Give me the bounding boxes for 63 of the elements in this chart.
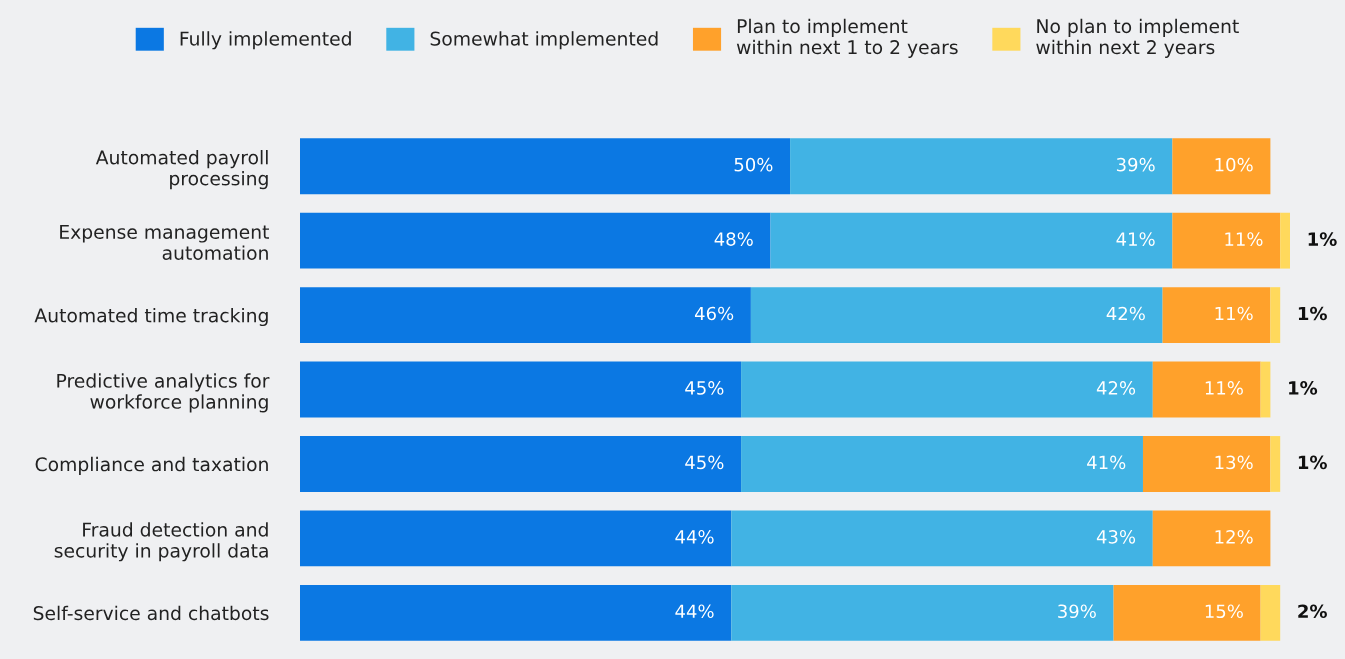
data-label: 42% (1096, 381, 1136, 395)
bar (1172, 138, 1271, 195)
bar (1162, 287, 1271, 344)
bar (770, 212, 1173, 269)
bar (300, 287, 751, 344)
bar (741, 361, 1153, 418)
data-label: 39% (1058, 604, 1096, 619)
data-label: 42% (1106, 306, 1145, 321)
bar (1260, 361, 1271, 418)
data-label: 41% (1087, 455, 1126, 470)
y-tick-label: Self-service and chatbots (33, 605, 269, 621)
bar (1152, 510, 1271, 567)
bar (300, 584, 732, 641)
y-tick-label: Automated time tracking (34, 307, 268, 327)
bar (300, 138, 791, 195)
y-tick-label: Compliance and taxation (35, 456, 268, 475)
data-label: 11% (1205, 381, 1243, 395)
data-label: 41% (1116, 232, 1155, 246)
data-label: 2% (1298, 604, 1327, 619)
data-label: 1% (1289, 381, 1318, 395)
bar (1152, 361, 1261, 418)
data-label: 11% (1215, 306, 1253, 321)
data-label: 46% (694, 306, 734, 321)
bar (750, 287, 1163, 344)
bar (731, 584, 1114, 641)
data-label: 1% (1308, 232, 1337, 246)
legend-label: Somewhat implemented (430, 31, 658, 50)
legend-label: Fully implemented (180, 31, 351, 50)
bar (300, 361, 742, 418)
data-label: 11% (1225, 232, 1263, 246)
bar (1280, 212, 1290, 269)
data-label: 44% (675, 604, 714, 619)
data-label: 50% (734, 157, 773, 172)
bar (1270, 287, 1281, 344)
data-label: 10% (1215, 157, 1253, 172)
bar (1270, 436, 1281, 492)
data-label: 1% (1298, 455, 1327, 470)
data-label: 12% (1215, 529, 1253, 544)
bar (790, 138, 1173, 195)
bar (1260, 584, 1281, 641)
bar (1113, 584, 1261, 641)
data-label: 1% (1298, 306, 1327, 321)
data-label: 45% (685, 381, 724, 395)
bar (741, 436, 1143, 492)
bar (1142, 436, 1271, 492)
data-label: 39% (1116, 157, 1155, 172)
y-tick-label: Predictive analytics for workforce planning (57, 373, 270, 413)
data-label: 48% (714, 232, 753, 246)
data-label: 13% (1215, 455, 1253, 470)
bar (1172, 212, 1281, 269)
data-label: 44% (675, 529, 714, 544)
y-tick-label: Automated payroll processing (95, 150, 268, 190)
y-tick-label: Expense management automation (60, 225, 269, 260)
y-tick-label: Fraud detection and security in payroll data (54, 522, 268, 562)
legend-label: Plan to implement within next 1 to 2 years (736, 18, 958, 58)
legend-label: No plan to implement within next 2 years (1036, 18, 1239, 58)
bar (300, 436, 742, 492)
data-label: 43% (1096, 529, 1136, 544)
bar (731, 510, 1153, 567)
data-label: 45% (685, 455, 724, 470)
bar (300, 212, 771, 269)
bar (300, 510, 732, 567)
data-label: 15% (1205, 604, 1243, 619)
